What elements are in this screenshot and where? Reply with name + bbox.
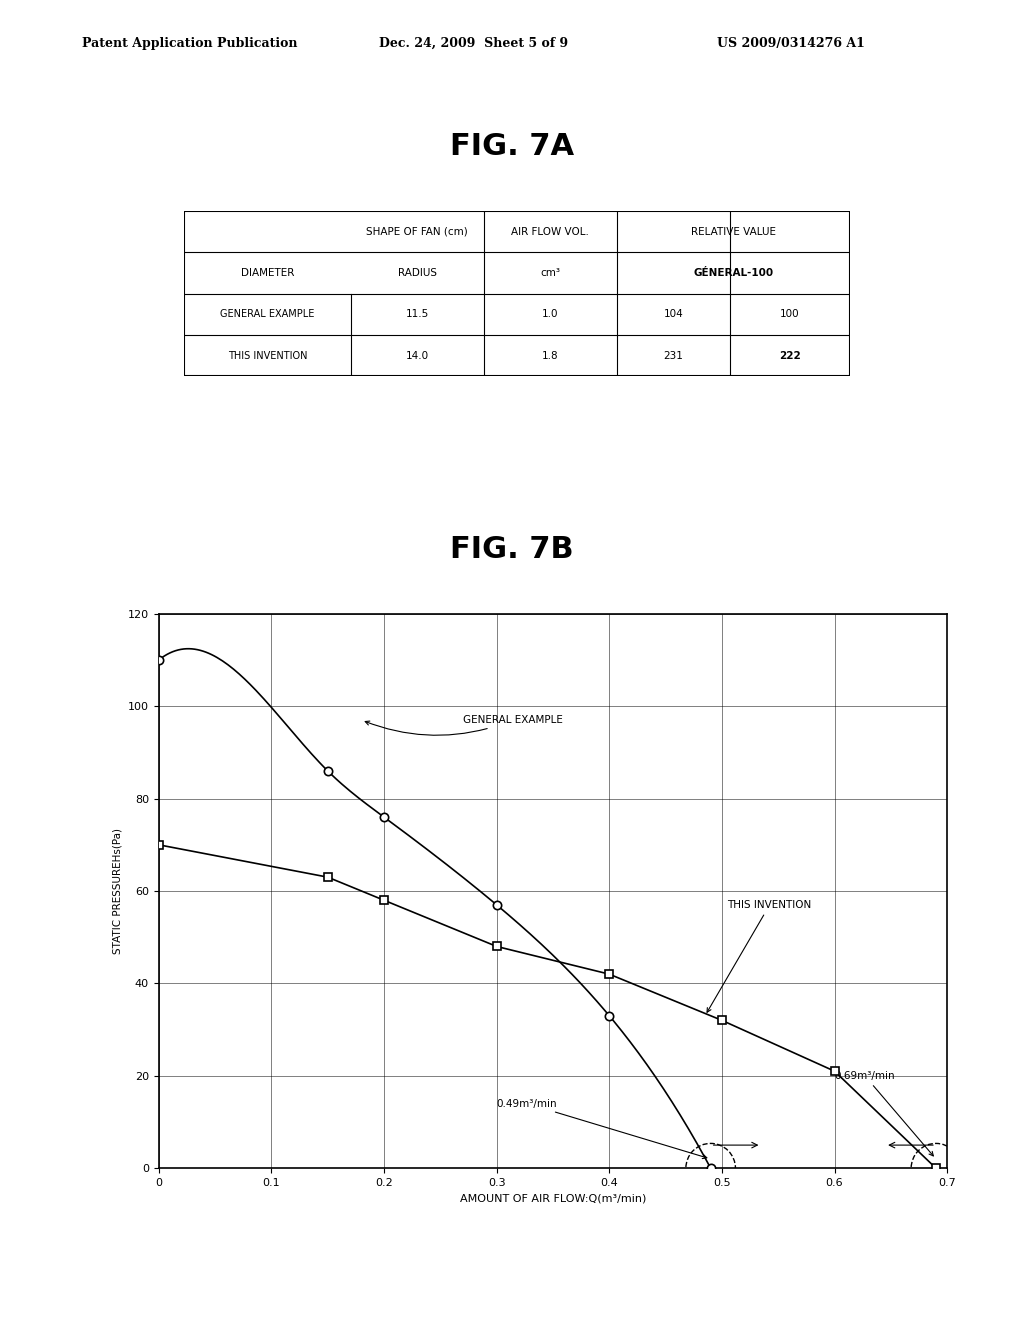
Text: FIG. 7A: FIG. 7A — [450, 132, 574, 161]
Text: GENERAL EXAMPLE: GENERAL EXAMPLE — [366, 715, 563, 735]
Text: Dec. 24, 2009  Sheet 5 of 9: Dec. 24, 2009 Sheet 5 of 9 — [379, 37, 568, 50]
Text: 231: 231 — [664, 351, 683, 360]
Text: THIS INVENTION: THIS INVENTION — [227, 351, 307, 360]
Text: 14.0: 14.0 — [406, 351, 429, 360]
Text: DIAMETER: DIAMETER — [241, 268, 294, 279]
Text: THIS INVENTION: THIS INVENTION — [707, 900, 812, 1012]
Text: US 2009/0314276 A1: US 2009/0314276 A1 — [717, 37, 864, 50]
Text: 104: 104 — [664, 309, 683, 319]
Text: AIR FLOW VOL.: AIR FLOW VOL. — [511, 227, 590, 236]
Text: GÉNERAL-100: GÉNERAL-100 — [693, 268, 773, 279]
Text: SHAPE OF FAN (cm): SHAPE OF FAN (cm) — [367, 227, 468, 236]
X-axis label: AMOUNT OF AIR FLOW:Q(m³/min): AMOUNT OF AIR FLOW:Q(m³/min) — [460, 1193, 646, 1204]
Text: 1.8: 1.8 — [542, 351, 559, 360]
Text: GENERAL EXAMPLE: GENERAL EXAMPLE — [220, 309, 314, 319]
Text: 11.5: 11.5 — [406, 309, 429, 319]
Text: FIG. 7B: FIG. 7B — [451, 535, 573, 564]
Y-axis label: STATIC PRESSUREHs(Pa): STATIC PRESSUREHs(Pa) — [113, 828, 122, 954]
Text: 0.69m³/min: 0.69m³/min — [835, 1071, 933, 1156]
Text: RELATIVE VALUE: RELATIVE VALUE — [691, 227, 776, 236]
Text: RADIUS: RADIUS — [397, 268, 437, 279]
Text: 0.49m³/min: 0.49m³/min — [497, 1098, 707, 1159]
Text: cm³: cm³ — [541, 268, 560, 279]
Text: 100: 100 — [780, 309, 800, 319]
Text: 222: 222 — [779, 351, 801, 360]
Text: 1.0: 1.0 — [542, 309, 559, 319]
Text: Patent Application Publication: Patent Application Publication — [82, 37, 297, 50]
